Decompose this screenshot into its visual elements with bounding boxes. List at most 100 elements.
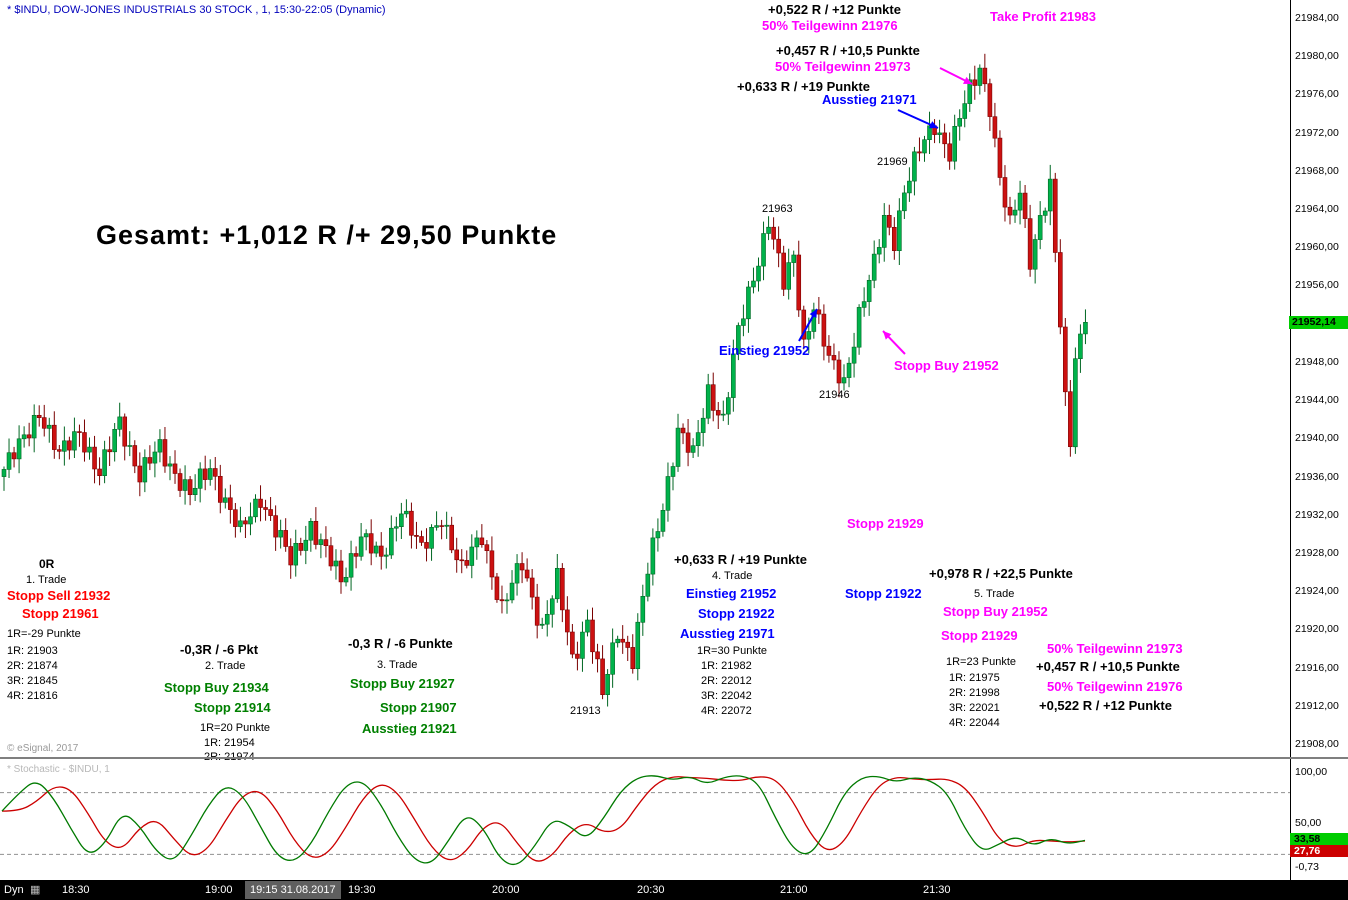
stoch-bottom-label: -0,73 — [1295, 861, 1319, 873]
price-21969: 21969 — [877, 156, 908, 168]
stochastic-title: * Stochastic - $INDU, 1 — [7, 764, 110, 775]
trade3-stopp-buy: Stopp Buy 21927 — [350, 676, 455, 691]
trade5-2r: 2R: 21998 — [949, 687, 1000, 699]
trade1-1r: 1R: 21903 — [7, 645, 58, 657]
trade5-teilgewinn1: 50% Teilgewinn 21973 — [1047, 641, 1183, 656]
trade5-teilgewinn2: 50% Teilgewinn 21976 — [1047, 679, 1183, 694]
trade1-3r: 3R: 21845 — [7, 675, 58, 687]
stoch-k-line — [1, 775, 1086, 866]
time-label: 21:00 — [780, 884, 808, 896]
time-label: 19:30 — [348, 884, 376, 896]
price-axis-label: 21960,00 — [1295, 241, 1339, 254]
tp1-result: +0,522 R / +12 Punkte — [768, 2, 901, 17]
stoch-d-badge: 27,76 — [1290, 845, 1348, 857]
trade5-result: +0,978 R / +22,5 Punkte — [929, 566, 1073, 581]
price-axis-label: 21932,00 — [1295, 508, 1339, 521]
trade4-2r: 2R: 22012 — [701, 675, 752, 687]
trade3-result: -0,3 R / -6 Punkte — [348, 636, 453, 651]
trade2-1r: 1R: 21954 — [204, 737, 255, 749]
price-axis-label: 21936,00 — [1295, 470, 1339, 483]
price-axis-label: 21924,00 — [1295, 585, 1339, 598]
tp2-teilgewinn: 50% Teilgewinn 21973 — [775, 59, 911, 74]
trade4-1r-punkte: 1R=30 Punkte — [697, 645, 768, 657]
trade1-stopp-sell: Stopp Sell 21932 — [7, 588, 111, 603]
trade4-3r: 3R: 22042 — [701, 690, 752, 702]
price-21913: 21913 — [570, 705, 601, 717]
price-axis-label: 21920,00 — [1295, 623, 1339, 636]
grid-icon: ▦ — [30, 884, 41, 896]
copyright: © eSignal, 2017 — [7, 743, 79, 754]
trade1-0r: 0R — [39, 557, 55, 571]
trade5-label: 5. Trade — [974, 588, 1015, 600]
price-axis-label: 21912,00 — [1295, 699, 1339, 712]
panel-divider — [0, 757, 1348, 759]
price-21946: 21946 — [819, 389, 850, 401]
price-axis-label: 21944,00 — [1295, 394, 1339, 407]
candlestick-chart[interactable] — [0, 0, 1290, 758]
trade1-label: 1. Trade — [26, 574, 67, 586]
stochastic-chart[interactable] — [0, 760, 1290, 880]
trade1-2r: 2R: 21874 — [7, 660, 58, 672]
time-label: 19:00 — [205, 884, 233, 896]
tp2-result: +0,457 R / +10,5 Punkte — [776, 43, 920, 58]
stopp-21929-label: Stopp 21929 — [847, 516, 924, 531]
price-axis-label: 21928,00 — [1295, 546, 1339, 559]
trade2-result: -0,3R / -6 Pkt — [180, 642, 259, 657]
trade4-4r: 4R: 22072 — [701, 705, 752, 717]
trade5-1r-punkte: 1R=23 Punkte — [946, 656, 1017, 668]
trade5-4r: 4R: 22044 — [949, 717, 1000, 729]
price-axis-label: 21964,00 — [1295, 203, 1339, 216]
stoch-k-badge: 33,58 — [1290, 833, 1348, 845]
total-result: Gesamt: +1,012 R /+ 29,50 Punkte — [96, 220, 558, 250]
tp1-teilgewinn: 50% Teilgewinn 21976 — [762, 18, 898, 33]
trade5-3r: 3R: 22021 — [949, 702, 1000, 714]
trade4-einstieg: Einstieg 21952 — [686, 586, 777, 601]
exit-result: +0,633 R / +19 Punkte — [737, 79, 870, 94]
stoch-axis-100: 100,00 — [1295, 766, 1328, 778]
price-axis-label: 21948,00 — [1295, 355, 1339, 368]
trade5-result2: +0,457 R / +10,5 Punkte — [1036, 659, 1180, 674]
price-21963: 21963 — [762, 203, 793, 215]
trade4-ausstieg: Ausstieg 21971 — [680, 626, 775, 641]
einstieg-label: Einstieg 21952 — [719, 343, 810, 358]
price-axis-label: 21968,00 — [1295, 164, 1339, 177]
price-axis-label: 21980,00 — [1295, 50, 1339, 63]
price-axis-label: 21908,00 — [1295, 738, 1339, 750]
trade4-result: +0,633 R / +19 Punkte — [674, 552, 807, 567]
trade1-4r: 4R: 21816 — [7, 690, 58, 702]
trade5-stopp-buy: Stopp Buy 21952 — [943, 604, 1048, 619]
price-axis-label: 21972,00 — [1295, 126, 1339, 139]
trade3-stopp: Stopp 21907 — [380, 700, 457, 715]
trade2-label: 2. Trade — [205, 660, 246, 672]
dyn-button[interactable]: Dyn — [4, 884, 24, 896]
ausstieg-label: Ausstieg 21971 — [822, 92, 917, 107]
price-axis-label: 21956,00 — [1295, 279, 1339, 292]
trade4-stopp: Stopp 21922 — [698, 606, 775, 621]
trade2-1r-punkte: 1R=20 Punkte — [200, 722, 271, 734]
price-axis-border — [1290, 0, 1291, 880]
trade5-stopp: Stopp 21929 — [941, 628, 1018, 643]
time-label: 21:30 — [923, 884, 951, 896]
price-axis-label: 21940,00 — [1295, 432, 1339, 445]
price-axis[interactable]: 21984,00 21980,00 21976,00 21972,00 21968,00… — [1291, 0, 1348, 880]
time-label: 20:30 — [637, 884, 665, 896]
take-profit: Take Profit 21983 — [990, 9, 1096, 24]
crosshair-date-label: 19:15 31.08.2017 — [245, 881, 341, 899]
trade4-label: 4. Trade — [712, 570, 753, 582]
trade5-1r: 1R: 21975 — [949, 672, 1000, 684]
trade3-ausstieg: Ausstieg 21921 — [362, 721, 457, 736]
trade2-stopp: Stopp 21914 — [194, 700, 271, 715]
chart-title: * $INDU, DOW-JONES INDUSTRIALS 30 STOCK … — [7, 4, 386, 16]
stopp-buy-21952-label: Stopp Buy 21952 — [894, 358, 999, 373]
trade5-result3: +0,522 R / +12 Punkte — [1039, 698, 1172, 713]
price-axis-label: 21984,00 — [1295, 12, 1339, 24]
stoch-axis-50: 50,00 — [1295, 817, 1322, 829]
price-axis-label: 21916,00 — [1295, 661, 1339, 674]
time-axis-bar[interactable]: Dyn ▦ 18:30 19:00 19:30 20:00 20:30 21:00 21:3… — [0, 880, 1348, 900]
time-label: 18:30 — [62, 884, 90, 896]
price-axis-label: 21976,00 — [1295, 88, 1339, 101]
time-label: 20:00 — [492, 884, 520, 896]
trade2-stopp-buy: Stopp Buy 21934 — [164, 680, 269, 695]
trade1-stopp: Stopp 21961 — [22, 606, 99, 621]
